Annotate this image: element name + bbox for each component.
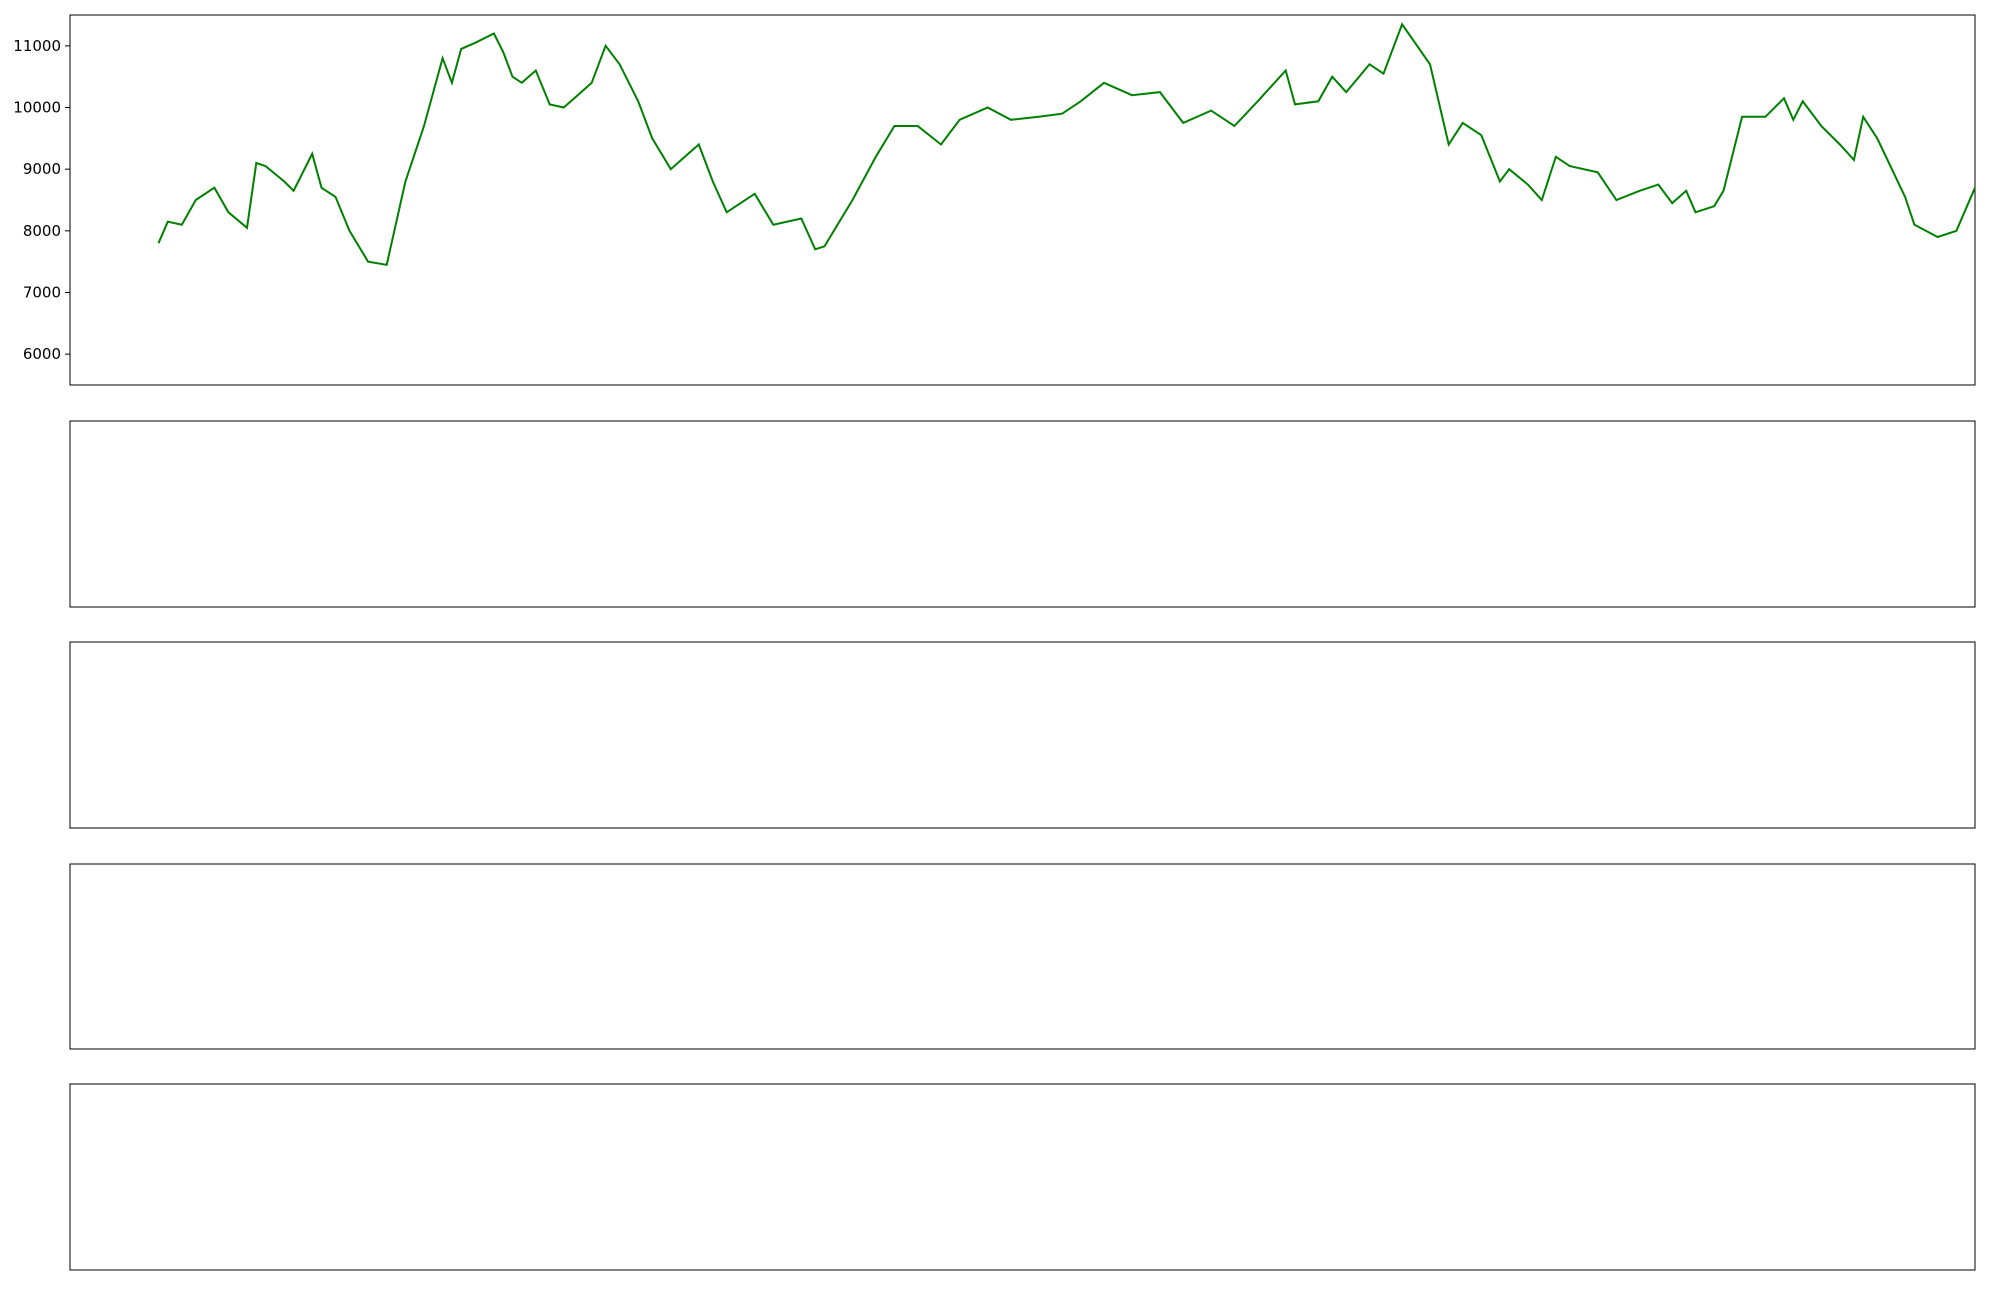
stochastic-plot-frame [69, 1083, 1976, 1271]
price-panel: 6000 7000 8000 9000 10000 11000 [13, 14, 1976, 386]
williams-r-panel [69, 863, 1976, 1050]
williams-r-plot-frame [69, 863, 1976, 1050]
rsi-plot-frame [69, 641, 1976, 829]
price-ytick-label: 10000 [13, 99, 61, 117]
price-line [157, 22, 1976, 266]
price-ytick-label: 8000 [23, 222, 61, 240]
price-plot-frame [69, 14, 1976, 386]
stochastic-panel [69, 1083, 1976, 1271]
price-ytick-label: 7000 [23, 284, 61, 302]
price-ytick-label: 6000 [23, 345, 61, 363]
price-ytick-label: 11000 [13, 37, 61, 55]
rsi-panel [69, 641, 1976, 829]
volume-panel [69, 420, 1976, 608]
price-ytick-label: 9000 [23, 160, 61, 178]
volume-plot-frame [69, 420, 1976, 608]
